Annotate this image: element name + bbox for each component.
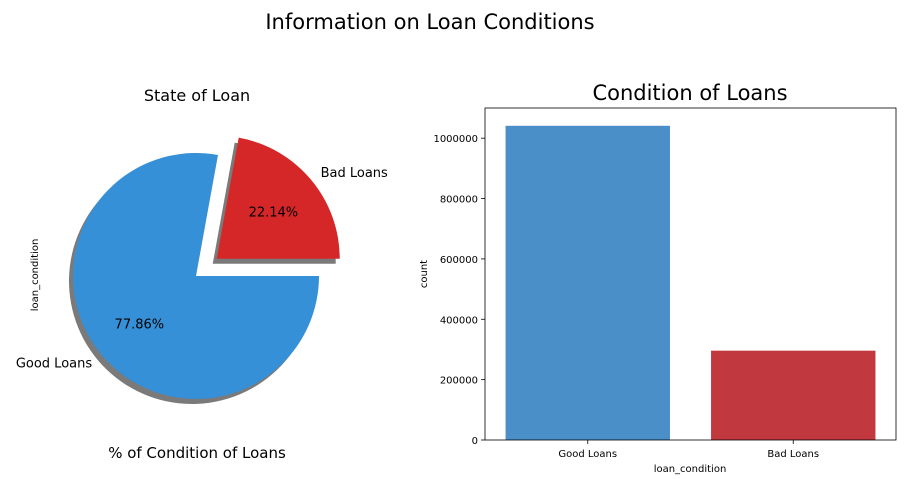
bar-ylabel: count [419, 260, 430, 288]
bar-ytick-label: 600000 [440, 255, 478, 266]
bar-plot-frame [484, 107, 897, 441]
bar-xlabel: loan_condition [654, 464, 727, 475]
pie-slice-bad-loans [216, 137, 340, 259]
pie-chart: State of Loan loan_condition % of Condit… [16, 86, 388, 462]
bar-chart: Condition of Loans 0 200000 400000 600000 80… [419, 81, 897, 475]
bar-ytick-label: 400000 [440, 315, 478, 326]
pie-percent-label-good-loans: 77.86% [115, 317, 165, 332]
bar-ytick-label: 800000 [440, 195, 478, 206]
bar-xtick-label-good-loans: Good Loans [558, 449, 617, 460]
pie-xlabel: % of Condition of Loans [108, 444, 286, 462]
pie-title: State of Loan [144, 86, 250, 105]
bar-good-loans [505, 125, 670, 440]
bar-xtick-label-bad-loans: Bad Loans [767, 449, 819, 460]
bar-ytick-label: 0 [472, 436, 478, 447]
pie-slice-good-loans [73, 152, 320, 399]
bar-title: Condition of Loans [592, 81, 787, 105]
bar-bad-loans [711, 350, 876, 440]
pie-percent-label-bad-loans: 22.14% [249, 205, 299, 220]
pie-ylabel: loan_condition [30, 239, 41, 312]
pie-category-label-good-loans: Good Loans [16, 357, 93, 372]
pie-category-label-bad-loans: Bad Loans [321, 166, 388, 181]
figure-title: Information on Loan Conditions [265, 10, 594, 34]
bar-ytick-label: 1000000 [433, 134, 478, 145]
bar-ytick-label: 200000 [440, 376, 478, 387]
